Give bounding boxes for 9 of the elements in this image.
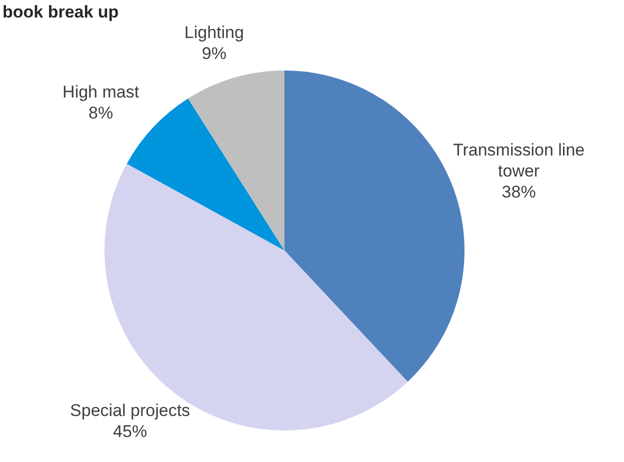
chart-title: book break up bbox=[2, 2, 119, 22]
data-label: 9% bbox=[202, 44, 226, 64]
slice-label: Transmission line tower bbox=[452, 140, 585, 180]
slice-label: Lighting bbox=[184, 23, 244, 42]
data-label: 45% bbox=[113, 422, 148, 442]
slice-label: Special projects bbox=[70, 401, 190, 420]
slice-label: High mast bbox=[62, 82, 140, 102]
data-label: 8% bbox=[88, 104, 114, 123]
data-label: 38% bbox=[502, 182, 536, 202]
